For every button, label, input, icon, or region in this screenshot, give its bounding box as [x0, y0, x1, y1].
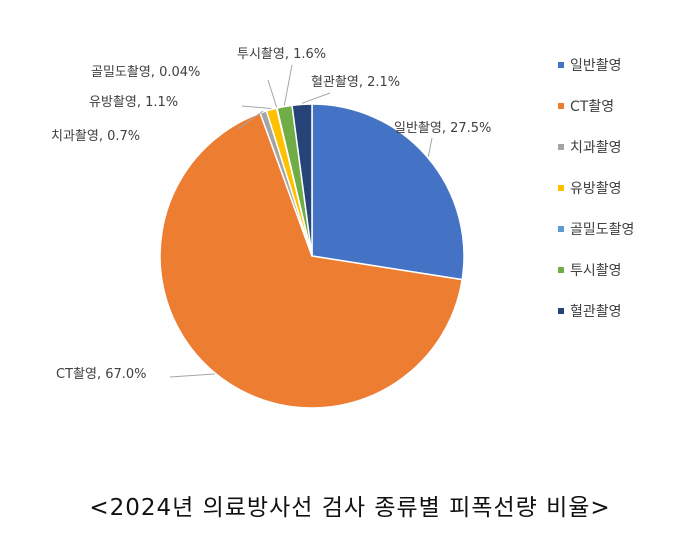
legend-label: 치과촬영	[570, 140, 622, 156]
legend-label: CT촬영	[570, 99, 614, 115]
pie-chart-svg: 일반촬영, 27.5% CT촬영, 67.0% 치과촬영, 0.7% 유방촬영, 1.…	[51, 47, 634, 409]
data-label: 골밀도촬영, 0.04%	[91, 65, 200, 80]
pie-slice	[291, 103, 313, 257]
data-label: 일반촬영, 27.5%	[394, 121, 491, 136]
legend-label: 유방촬영	[570, 181, 622, 197]
leader-line	[267, 79, 278, 108]
figure-caption: <2024년 의료방사선 검사 종류별 피폭선량 비율>	[89, 495, 611, 521]
legend-swatch	[558, 62, 564, 68]
legend-swatch	[558, 267, 564, 273]
pie-chart: 일반촬영, 27.5% CT촬영, 67.0% 치과촬영, 0.7% 유방촬영, 1.…	[51, 47, 634, 409]
pie-slice	[159, 112, 464, 409]
legend-label: 일반촬영	[570, 58, 622, 74]
leader-line	[169, 373, 215, 378]
legend-label: 투시촬영	[570, 263, 622, 279]
legend-label: 골밀도촬영	[570, 222, 634, 238]
data-label: 혈관촬영, 2.1%	[311, 75, 400, 90]
legend-label: 혈관촬영	[570, 304, 622, 320]
legend-swatch	[558, 103, 564, 109]
data-label: 투시촬영, 1.6%	[237, 47, 326, 62]
data-label: 치과촬영, 0.7%	[51, 129, 140, 144]
leader-line	[283, 64, 293, 106]
data-label: 유방촬영, 1.1%	[89, 95, 178, 110]
leader-line	[237, 110, 264, 130]
leader-line	[301, 92, 331, 104]
pie-slice	[311, 103, 465, 281]
leader-line	[427, 137, 433, 157]
legend-swatch	[558, 144, 564, 150]
data-label: CT촬영, 67.0%	[56, 367, 147, 382]
legend-swatch	[558, 226, 564, 232]
leader-line	[241, 105, 272, 109]
legend-swatch	[558, 308, 564, 314]
legend-swatch	[558, 185, 564, 191]
